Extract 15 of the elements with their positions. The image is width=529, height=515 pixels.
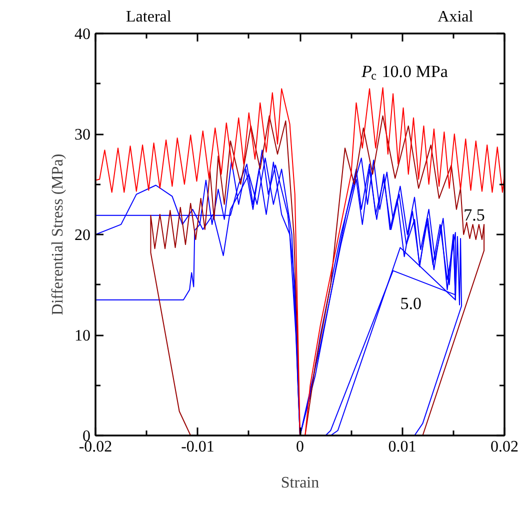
x-tick-label: 0: [296, 438, 304, 456]
x-tick-label: -0.01: [181, 438, 214, 456]
y-tick-label: 30: [74, 126, 90, 144]
x-tick-label: 0.01: [388, 438, 416, 456]
text: Axial: [438, 8, 474, 26]
x-axis-title: Strain: [280, 474, 320, 492]
y-tick-label: 40: [74, 26, 90, 43]
text: Lateral: [126, 8, 172, 26]
annotation: 7.5: [464, 205, 485, 224]
line-series: [150, 115, 485, 436]
annotation: 5.0: [400, 294, 422, 313]
x-tick-label: 0.02: [490, 438, 518, 456]
y-tick-label: 20: [74, 227, 90, 244]
y-axis-title: Differential Stress (MPa): [50, 154, 66, 316]
y-tick-label: 10: [74, 328, 90, 344]
